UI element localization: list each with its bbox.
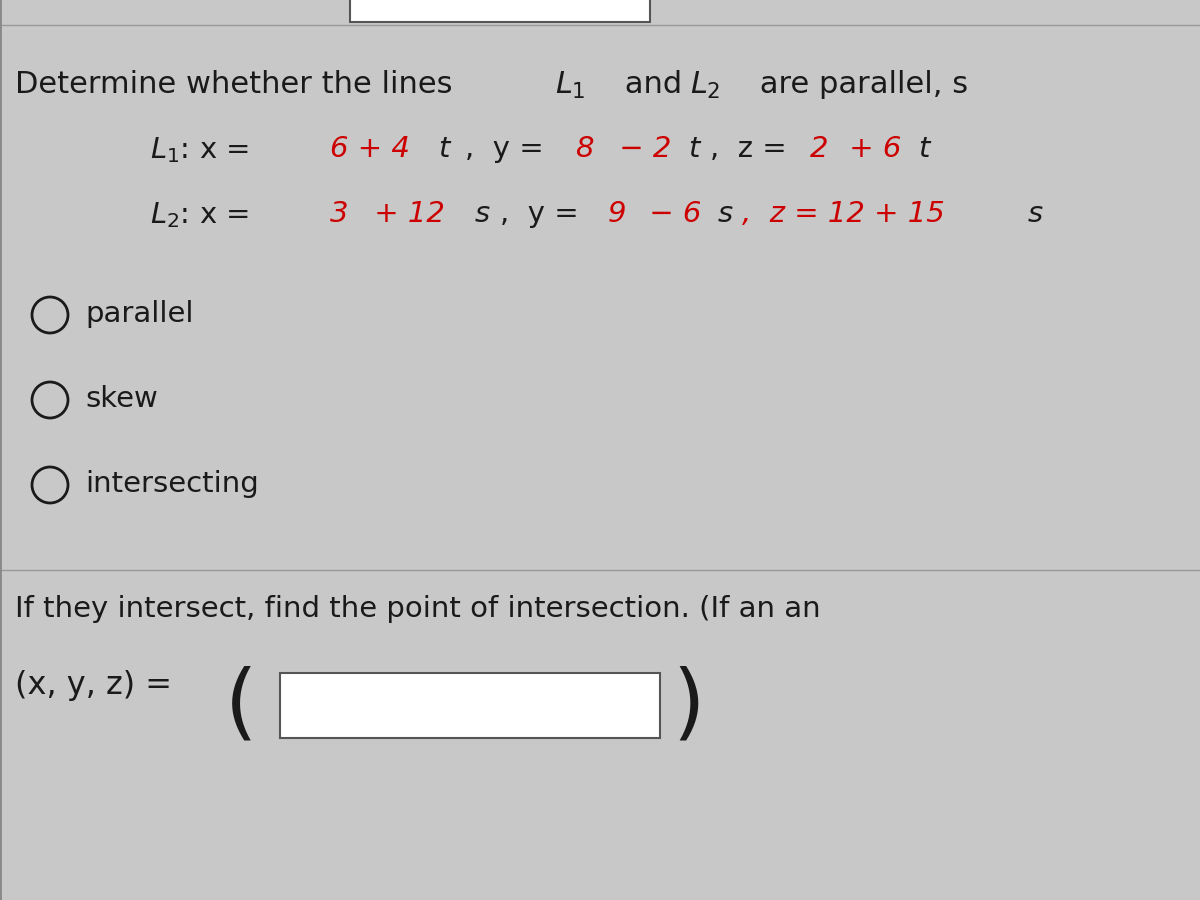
FancyBboxPatch shape: [350, 0, 650, 22]
Text: 8: 8: [575, 135, 594, 163]
Text: 2: 2: [810, 135, 828, 163]
Text: ,  z = 12 + 15: , z = 12 + 15: [742, 200, 944, 228]
Text: + 6: + 6: [840, 135, 901, 163]
Text: $L_2$: x =: $L_2$: x =: [150, 200, 252, 230]
Text: − 6: − 6: [640, 200, 701, 228]
Text: t: t: [688, 135, 700, 163]
Text: + 12: + 12: [365, 200, 445, 228]
Text: parallel: parallel: [85, 300, 193, 328]
Text: Determine whether the lines: Determine whether the lines: [14, 70, 462, 99]
Text: t: t: [438, 135, 449, 163]
Text: ,  y =: , y =: [500, 200, 588, 228]
Text: skew: skew: [85, 385, 158, 413]
Text: (x, y, z) =: (x, y, z) =: [14, 670, 172, 701]
Text: s: s: [1028, 200, 1043, 228]
Text: t: t: [918, 135, 929, 163]
Text: 3: 3: [330, 200, 348, 228]
Text: $L_1$: $L_1$: [554, 70, 586, 101]
Text: ): ): [672, 665, 704, 746]
Text: s: s: [718, 200, 733, 228]
Text: ,  y =: , y =: [466, 135, 553, 163]
Text: (: (: [226, 665, 258, 746]
Text: $L_2$: $L_2$: [690, 70, 720, 101]
Text: 9: 9: [608, 200, 626, 228]
Text: intersecting: intersecting: [85, 470, 259, 498]
Text: and: and: [616, 70, 692, 99]
Text: − 2: − 2: [610, 135, 671, 163]
Text: If they intersect, find the point of intersection. (If an an: If they intersect, find the point of int…: [14, 595, 821, 623]
Text: ,  z =: , z =: [710, 135, 796, 163]
FancyBboxPatch shape: [280, 673, 660, 738]
Text: are parallel, s: are parallel, s: [750, 70, 968, 99]
Text: s: s: [475, 200, 490, 228]
Text: $L_1$: x =: $L_1$: x =: [150, 135, 252, 165]
Text: 6 + 4: 6 + 4: [330, 135, 410, 163]
